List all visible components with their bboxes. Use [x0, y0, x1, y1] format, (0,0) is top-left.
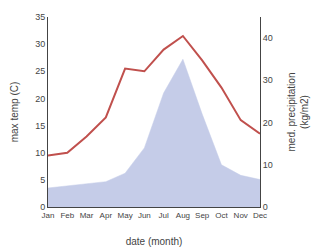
- svg-text:35: 35: [35, 12, 45, 22]
- svg-text:Jun: Jun: [138, 211, 151, 220]
- svg-text:15: 15: [35, 121, 45, 131]
- svg-text:10: 10: [263, 160, 273, 170]
- svg-text:20: 20: [35, 94, 45, 104]
- svg-text:Jul: Jul: [159, 211, 169, 220]
- svg-text:May: May: [118, 211, 133, 220]
- svg-text:date (month): date (month): [126, 236, 183, 247]
- svg-text:Mar: Mar: [80, 211, 94, 220]
- svg-text:Aug: Aug: [176, 211, 190, 220]
- svg-text:Apr: Apr: [100, 211, 113, 220]
- svg-text:Feb: Feb: [60, 211, 74, 220]
- svg-text:Oct: Oct: [215, 211, 228, 220]
- svg-text:10: 10: [35, 148, 45, 158]
- svg-text:med. precipitation(kg/m2): med. precipitation(kg/m2): [286, 73, 310, 152]
- svg-text:Nov: Nov: [234, 211, 248, 220]
- svg-text:40: 40: [263, 33, 273, 43]
- svg-text:5: 5: [40, 175, 45, 185]
- svg-text:max temp (C): max temp (C): [9, 82, 20, 143]
- svg-text:0: 0: [40, 202, 45, 212]
- svg-text:25: 25: [35, 66, 45, 76]
- svg-text:Jan: Jan: [42, 211, 55, 220]
- svg-text:Sep: Sep: [195, 211, 210, 220]
- svg-text:0: 0: [263, 202, 268, 212]
- svg-text:20: 20: [263, 118, 273, 128]
- svg-text:30: 30: [35, 39, 45, 49]
- svg-text:Dec: Dec: [253, 211, 267, 220]
- svg-text:30: 30: [263, 75, 273, 85]
